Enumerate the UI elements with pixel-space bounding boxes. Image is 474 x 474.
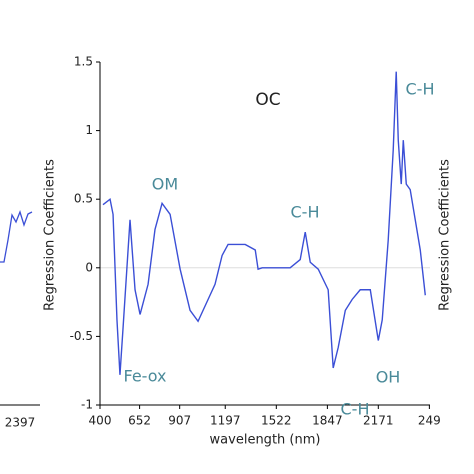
y-tick-label: 0 <box>85 260 93 274</box>
y-axis-label: Regression Coefficients <box>43 159 58 311</box>
right-panel-y-label: Regression Coefficients <box>438 159 453 311</box>
annotation: OH <box>376 368 401 387</box>
left-panel-tick-label: 2397 <box>5 416 36 430</box>
x-axis-label: wavelength (nm) <box>210 433 321 448</box>
annotation: C-H <box>341 400 370 419</box>
x-tick-label: 652 <box>128 414 151 428</box>
series-line <box>102 71 426 375</box>
y-tick-label: 1.5 <box>74 55 93 69</box>
annotation: C-H <box>406 80 435 99</box>
x-tick-label: 249 <box>418 414 441 428</box>
annotation: OM <box>152 175 178 194</box>
x-tick-label: 2171 <box>363 414 394 428</box>
y-tick-label: -1 <box>81 398 93 412</box>
left-panel-fragment <box>0 210 33 263</box>
y-tick-label: 1 <box>85 123 93 137</box>
annotation: C-H <box>291 203 320 222</box>
y-tick-label: 0.5 <box>74 192 93 206</box>
y-tick-label: -0.5 <box>70 329 93 343</box>
x-tick-label: 907 <box>168 414 191 428</box>
annotation: Fe-ox <box>123 367 166 386</box>
x-tick-label: 1847 <box>312 414 343 428</box>
x-tick-label: 1197 <box>210 414 241 428</box>
x-tick-label: 400 <box>89 414 112 428</box>
chart-title: OC <box>255 90 280 110</box>
x-tick-label: 1522 <box>261 414 292 428</box>
